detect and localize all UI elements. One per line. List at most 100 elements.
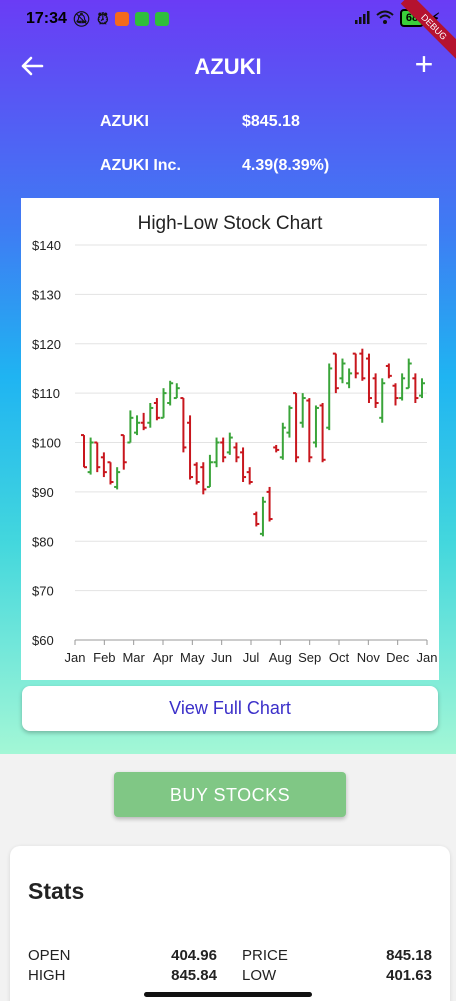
price-change: 4.39(8.39%): [242, 157, 330, 174]
hilo-bar: [412, 373, 419, 403]
y-tick-label: $130: [32, 287, 61, 302]
hilo-bar: [253, 511, 260, 527]
hilo-bar: [226, 432, 233, 455]
plus-icon: +: [414, 46, 434, 82]
bell-off-icon: 🔕︎: [72, 11, 92, 28]
stat-value-high: 845.84: [171, 967, 217, 984]
hilo-chart: High-Low Stock Chart $60 $70 $80 $90 $100 $110…: [32, 213, 438, 665]
stat-label-low: LOW: [242, 967, 277, 984]
y-tick-label: $80: [32, 534, 54, 549]
hilo-bar: [193, 462, 200, 485]
hilo-bar: [326, 363, 333, 431]
hilo-bar: [312, 405, 319, 448]
x-tick-label: May: [180, 650, 205, 665]
arrow-left-icon: [21, 56, 44, 76]
stat-value-low: 401.63: [386, 967, 432, 984]
company-name: AZUKI Inc.: [100, 157, 181, 174]
hilo-bar: [339, 358, 346, 384]
app-icon-green: [154, 12, 169, 26]
hilo-bar: [180, 397, 187, 453]
y-tick-label: $60: [32, 633, 54, 648]
hilo-bar: [246, 467, 253, 485]
hilo-bar: [81, 434, 87, 469]
status-time: 17:34: [26, 10, 67, 27]
hilo-bar: [419, 378, 425, 399]
x-tick-label: Jul: [243, 650, 260, 665]
app-bar: AZUKI +: [0, 46, 456, 90]
hilo-bar: [279, 422, 286, 460]
y-tick-label: $90: [32, 485, 54, 500]
stat-label-open: OPEN: [28, 947, 71, 964]
x-tick-label: Mar: [122, 650, 145, 665]
hilo-bar: [379, 378, 386, 423]
header-gradient: 17:34 🔕︎ ⏰︎ 68 ⚡︎ DEBUG AZUKI +: [0, 0, 456, 754]
hilo-bar: [293, 392, 300, 463]
home-indicator[interactable]: [144, 992, 312, 997]
hilo-bar: [306, 398, 313, 463]
wifi-icon: [376, 10, 394, 27]
hilo-bar: [206, 454, 213, 488]
y-tick-label: $110: [32, 386, 60, 401]
hilo-bar: [87, 437, 94, 475]
hilo-bar: [399, 373, 406, 401]
page-title: AZUKI: [194, 54, 262, 79]
hilo-bar: [233, 442, 240, 463]
app-icon-orange: [114, 12, 129, 26]
hilo-bar: [187, 415, 194, 480]
x-tick-label: Apr: [153, 650, 174, 665]
stock-symbol: AZUKI: [100, 113, 149, 130]
chart-title: High-Low Stock Chart: [138, 213, 324, 234]
stat-value-price: 845.18: [386, 947, 432, 964]
hilo-bar: [140, 412, 147, 431]
stats-card: Stats OPEN 404.96 PRICE 845.18 HIGH 845.…: [10, 846, 450, 1001]
x-tick-label: Sep: [298, 650, 321, 665]
hilo-bar: [286, 405, 293, 438]
x-tick-label: Jan: [417, 650, 438, 665]
add-button[interactable]: +: [410, 48, 438, 80]
hilo-bar: [147, 403, 154, 428]
hilo-bar: [160, 388, 167, 419]
stats-title: Stats: [28, 878, 85, 904]
hilo-bar: [346, 368, 353, 389]
hilo-bar: [365, 353, 372, 403]
hilo-bar: [385, 363, 392, 379]
app-icon-green: [134, 12, 149, 26]
hilo-bar: [392, 383, 399, 406]
hilo-bar: [332, 352, 339, 394]
hilo-bar: [107, 461, 114, 485]
hilo-bar: [167, 380, 174, 406]
stat-value-open: 404.96: [171, 947, 217, 964]
stock-chart-card: High-Low Stock Chart $60 $70 $80 $90 $100 $110…: [21, 198, 439, 680]
stat-label-high: HIGH: [28, 967, 66, 984]
x-tick-label: Jan: [65, 650, 86, 665]
hilo-bar: [299, 393, 306, 428]
hilo-bar: [240, 447, 247, 482]
hilo-bar: [173, 383, 180, 400]
hilo-bar: [153, 398, 160, 421]
alarm-icon: ⏰︎: [97, 10, 109, 28]
hilo-bar: [200, 462, 207, 495]
signal-icon: [354, 10, 370, 27]
x-tick-label: Dec: [386, 650, 410, 665]
buy-stocks-button[interactable]: BUY STOCKS: [114, 772, 346, 817]
y-tick-label: $100: [32, 436, 61, 451]
hilo-bar: [94, 441, 101, 473]
x-tick-label: Jun: [211, 650, 232, 665]
hilo-bar: [259, 496, 266, 537]
view-full-chart-button[interactable]: View Full Chart: [22, 686, 438, 731]
hilo-bar: [405, 358, 412, 390]
y-tick-label: $70: [32, 584, 54, 599]
hilo-bar: [100, 452, 107, 478]
back-button[interactable]: [18, 52, 46, 80]
y-tick-label: $120: [32, 337, 61, 352]
hilo-bar: [319, 403, 326, 463]
hilo-bar: [352, 352, 359, 379]
hilo-bar: [127, 410, 134, 444]
hilo-bar: [266, 486, 273, 522]
hilo-bar: [220, 437, 227, 463]
status-bar: 17:34 🔕︎ ⏰︎ 68 ⚡︎: [0, 0, 456, 34]
stock-price: $845.18: [242, 113, 300, 130]
hilo-bar: [372, 373, 379, 408]
hilo-bar: [120, 434, 127, 470]
x-tick-label: Aug: [269, 650, 292, 665]
